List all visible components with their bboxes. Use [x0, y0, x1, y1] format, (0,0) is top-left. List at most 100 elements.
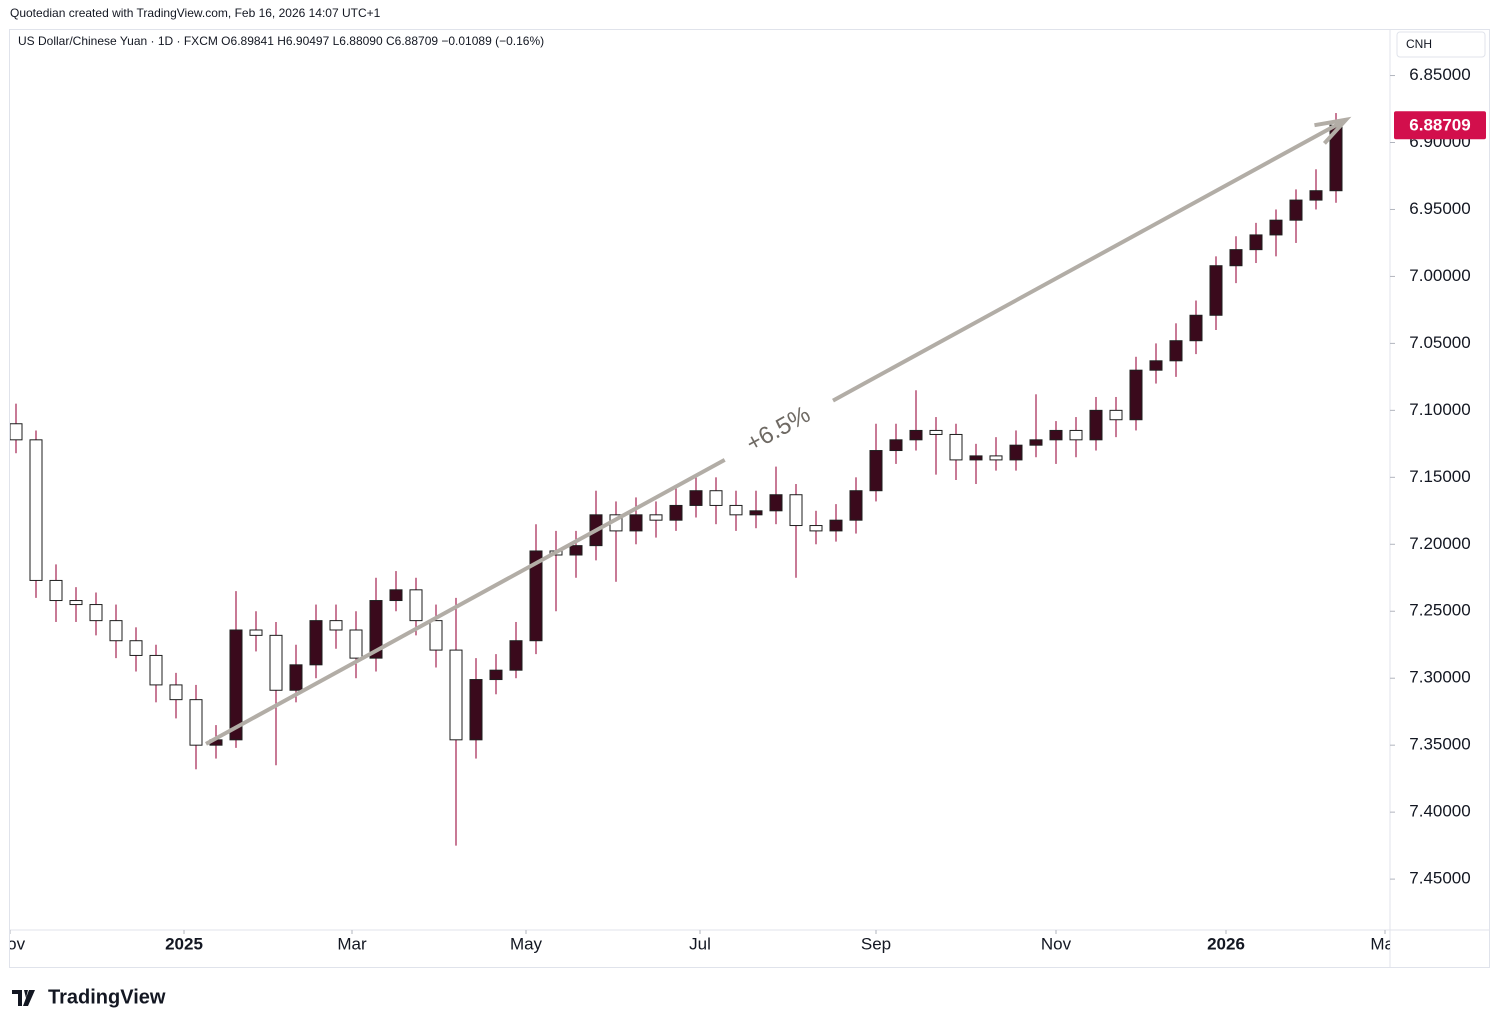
plot-area: +6.5% [10, 113, 1352, 846]
candle-body [809, 525, 823, 532]
candle-body [1169, 340, 1183, 362]
candle-body [889, 439, 903, 452]
logo-text: TradingView [48, 986, 166, 1008]
header: Quotedian created with TradingView.com, … [10, 6, 381, 20]
x-tick-label: 2026 [1207, 934, 1245, 953]
candle-body [49, 579, 63, 602]
candle-body [569, 545, 583, 556]
candle-body [409, 589, 423, 622]
candle-body [749, 510, 763, 516]
candle-body [689, 490, 703, 506]
candle-body [429, 620, 443, 651]
candle-body [449, 649, 463, 741]
candle-body [1289, 199, 1303, 221]
candle-body [489, 669, 503, 681]
last-price-label: 6.88709 [1409, 116, 1470, 135]
y-tick-label: 7.40000 [1409, 802, 1470, 821]
y-tick-label: 7.15000 [1409, 467, 1470, 486]
candle-body [329, 620, 343, 631]
candle-body [769, 494, 783, 512]
y-tick-label: 7.00000 [1409, 266, 1470, 285]
candle-body [629, 514, 643, 532]
x-tick-label: May [510, 934, 543, 953]
candle-body [1209, 265, 1223, 316]
candle-body [909, 429, 923, 441]
candle-body [1089, 409, 1103, 441]
x-axis: Nov 2025 Mar May Jul Sep Nov 2026 Mar [0, 930, 1400, 953]
trend-label: +6.5% [742, 401, 815, 458]
candle-body [1189, 314, 1203, 342]
candle-body [189, 699, 203, 746]
candle-body [169, 684, 183, 701]
y-tick-label: 6.95000 [1409, 199, 1470, 218]
symbol-legend: US Dollar/Chinese Yuan · 1D · FXCM O6.89… [18, 34, 544, 48]
candle-body [369, 600, 383, 659]
candle-body [1009, 444, 1023, 461]
candle-body [789, 494, 803, 527]
x-tick-label: Jul [689, 934, 711, 953]
candle-body [669, 504, 683, 521]
candle-body [709, 490, 723, 506]
candle-body [1269, 219, 1283, 236]
logo-mark [12, 990, 35, 1006]
candle-body [1129, 369, 1143, 421]
candle-body [289, 664, 303, 691]
candle-body [649, 514, 663, 521]
trend-line [205, 458, 726, 746]
candle-body [1149, 360, 1163, 371]
candle-body [129, 640, 143, 656]
y-tick-label: 7.35000 [1409, 735, 1470, 754]
candle-body [929, 429, 943, 435]
candle-body [1029, 439, 1043, 446]
y-tick-label: 6.85000 [1409, 65, 1470, 84]
candle-body [989, 455, 1003, 461]
currency[interactable]: CNH [1406, 37, 1432, 51]
candle-body [1249, 234, 1263, 251]
x-tick-label: Sep [861, 934, 891, 953]
trend-arrowhead [1314, 116, 1352, 145]
candle-body [949, 433, 963, 461]
candle-body [269, 634, 283, 691]
candle-body [89, 604, 103, 622]
candle-body [469, 679, 483, 741]
y-tick-label: 7.25000 [1409, 601, 1470, 620]
y-tick-label: 7.20000 [1409, 534, 1470, 553]
candle-body [69, 600, 83, 606]
y-tick-label: 7.30000 [1409, 668, 1470, 687]
x-tick-label: Mar [1370, 934, 1400, 953]
frame [9, 29, 1490, 968]
candle-body [10, 423, 23, 441]
candle-body [109, 620, 123, 642]
currency-box[interactable] [1396, 31, 1486, 58]
y-tick-label: 7.10000 [1409, 400, 1470, 419]
logo: TradingView [12, 986, 166, 1008]
candle-body [869, 450, 883, 492]
candle-body [389, 589, 403, 602]
candle-body [349, 629, 363, 659]
candle-body [149, 654, 163, 686]
candle-body [729, 504, 743, 516]
candle-body [1309, 190, 1323, 201]
candle-body [1229, 249, 1243, 267]
candle-body [849, 490, 863, 521]
x-tick-label: Nov [0, 934, 26, 953]
candle-body [249, 629, 263, 636]
x-tick-label: 2025 [165, 934, 203, 953]
candle-body [229, 629, 243, 741]
candle-body [829, 519, 843, 532]
x-tick-label: Nov [1041, 934, 1072, 953]
x-tick-label: Mar [337, 934, 367, 953]
candle-body [309, 620, 323, 666]
trend-line [832, 117, 1347, 403]
candle-body [29, 439, 43, 581]
candle-body [1069, 429, 1083, 441]
candle-body [969, 455, 983, 461]
y-tick-label: 7.05000 [1409, 333, 1470, 352]
candle-body [1049, 429, 1063, 441]
candle-body [529, 550, 543, 642]
last-price-badge [1394, 111, 1486, 140]
y-tick-label: 7.45000 [1409, 869, 1470, 888]
axes: 6.850006.900006.950007.000007.050007.100… [0, 65, 1486, 953]
candle-body [1109, 409, 1123, 421]
